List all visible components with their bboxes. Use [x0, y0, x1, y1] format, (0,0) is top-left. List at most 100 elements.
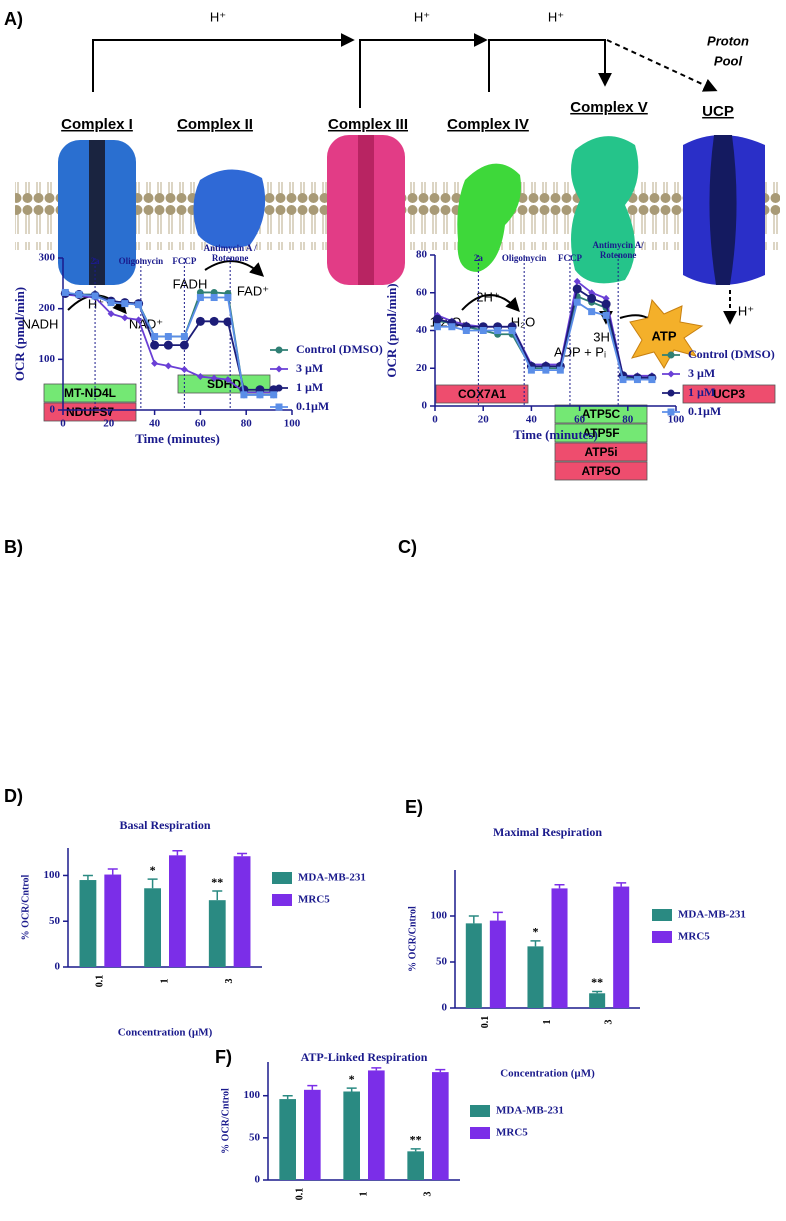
x-tick-label: 0 — [432, 414, 438, 426]
proton-pool: Pool — [714, 53, 743, 68]
marker — [587, 293, 597, 303]
injection-label: Antimycin A / — [204, 243, 258, 253]
x-tick-label: 80 — [241, 418, 253, 430]
chart: E) Maximal Respiration 0 50 100 % OCR/Cntrol 0… — [405, 797, 746, 1080]
marker — [433, 323, 441, 331]
injection-label: FCCP — [558, 253, 582, 263]
complex-label: Complex I — [61, 116, 133, 133]
y-axis-title: % OCR/Cntrol — [20, 874, 31, 940]
marker — [164, 362, 172, 370]
x-tick-label: 3 — [422, 1192, 433, 1197]
legend-swatch — [272, 872, 292, 884]
error-bar — [371, 1067, 382, 1071]
marker — [494, 327, 502, 334]
complex-label: Complex IV — [447, 116, 529, 133]
gene-box — [43, 383, 137, 403]
marker — [121, 300, 129, 308]
legend-label: 1 µM — [688, 385, 715, 399]
error-bar — [282, 1094, 293, 1100]
chart-title: Basal Respiration — [119, 818, 210, 832]
marker — [275, 384, 283, 392]
proton-arrow — [488, 39, 612, 92]
error-bar — [82, 874, 93, 881]
marker — [195, 316, 205, 326]
proton: H⁺ — [548, 9, 564, 24]
complex-iii-pore — [358, 135, 374, 285]
x-axis-title: Time (minutes) — [135, 431, 220, 446]
marker — [164, 333, 172, 341]
marker — [224, 294, 232, 302]
marker — [107, 299, 115, 307]
marker — [75, 290, 83, 298]
error-bar — [212, 890, 223, 901]
injection-label: Oligomycin — [119, 256, 164, 266]
marker — [209, 316, 219, 326]
proton-arrow — [606, 39, 718, 92]
bar — [233, 856, 251, 967]
gene-label: ATP5F — [582, 426, 619, 440]
legend-swatch — [470, 1105, 490, 1117]
chart: F) ATP-Linked Respiration 0 50 100 % OCR/Cntr… — [215, 1047, 564, 1201]
legend-swatch — [272, 894, 292, 906]
error-bar — [468, 915, 479, 924]
marker — [275, 346, 283, 354]
marker — [196, 294, 204, 302]
marker — [61, 288, 69, 296]
gene-box — [554, 461, 648, 481]
proton: H⁺ — [210, 9, 226, 24]
marker — [573, 298, 581, 306]
gene-label: COX7A1 — [458, 387, 506, 401]
marker — [479, 327, 487, 334]
marker — [224, 376, 232, 384]
proton-arrow — [359, 33, 488, 108]
marker — [275, 403, 283, 411]
marker — [527, 366, 535, 374]
marker — [462, 327, 470, 334]
bar — [489, 920, 506, 1008]
reaction-label: H⁺ — [88, 296, 104, 311]
x-tick-label: 60 — [574, 414, 586, 426]
significance: * — [150, 863, 156, 877]
x-tick-label: 3 — [224, 979, 235, 984]
legend-label: MRC5 — [496, 1127, 528, 1139]
gene-label: ATP5C — [582, 407, 621, 421]
gene-label: MT-ND4L — [64, 386, 116, 400]
bar — [465, 923, 482, 1008]
bar — [551, 888, 568, 1008]
legend-label: MDA-MB-231 — [496, 1105, 564, 1117]
legend-swatch — [652, 909, 672, 921]
complex-label: UCP — [702, 103, 734, 120]
marker — [588, 308, 596, 316]
legend-label: 0.1µM — [688, 404, 721, 418]
y-axis-title: OCR (pmol/min) — [12, 287, 27, 381]
legend-label: MRC5 — [678, 931, 710, 943]
chart-title: ATP-Linked Respiration — [301, 1050, 428, 1064]
panel-label: C) — [398, 537, 417, 557]
y-tick-label: 60 — [416, 286, 428, 298]
legend-label: 0.1µM — [296, 399, 329, 413]
error-bar — [107, 868, 118, 875]
bar — [589, 993, 606, 1008]
panel-a: A) H⁺ H⁺ H⁺ Proton Pool Complex I Comple… — [4, 9, 780, 481]
x-tick-label: 40 — [149, 418, 161, 430]
marker — [180, 365, 188, 373]
x-tick-label: 1 — [159, 979, 170, 984]
bar — [169, 855, 186, 967]
reaction-label: FADH — [173, 276, 208, 291]
proton-pool: Proton — [707, 33, 749, 48]
bar — [104, 874, 122, 967]
marker — [619, 376, 627, 384]
y-tick-label: 0 — [50, 404, 56, 416]
panel-label: B) — [4, 537, 23, 557]
marker — [508, 327, 516, 334]
marker — [556, 366, 564, 374]
reaction-label: H⁺ — [738, 303, 754, 318]
marker — [572, 284, 582, 294]
y-tick-label: 50 — [436, 956, 448, 968]
bar — [304, 1089, 321, 1180]
marker — [667, 370, 675, 378]
marker — [135, 316, 143, 324]
gene-boxes: MT-ND4L NDUFS7 SDHD COX7A1 ATP5C ATP5F ATP5i AT… — [43, 374, 776, 481]
chart: B) 0 100 200 300 OCR (pmol/min) 0 20 40 60 80 100 Ti… — [4, 243, 383, 557]
